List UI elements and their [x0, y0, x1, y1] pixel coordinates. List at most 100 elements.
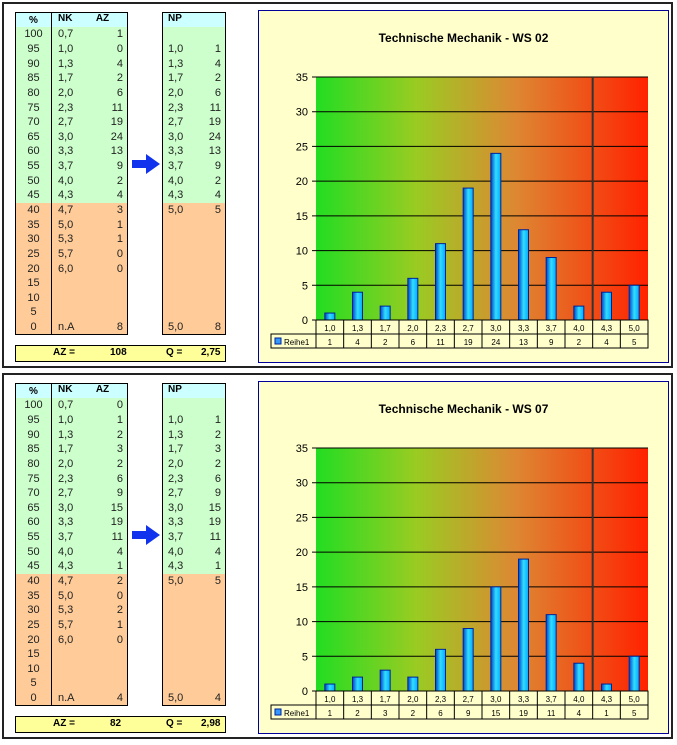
- x-tick-label: 3,3: [518, 324, 530, 333]
- legend-key: [274, 708, 282, 716]
- np-row: [163, 662, 225, 677]
- np-row: 1,3 2: [163, 427, 225, 442]
- np-count-cell: 15: [208, 501, 221, 514]
- np-count-cell: 24: [208, 130, 221, 143]
- bar: [628, 284, 640, 321]
- pct-cell: 40: [16, 202, 52, 218]
- header-az: AZ: [95, 384, 110, 395]
- np-count-cell: 1: [214, 560, 221, 573]
- bar: [573, 305, 585, 321]
- y-tick-label: 35: [296, 443, 308, 455]
- bar: [407, 676, 419, 692]
- x-tick-label: 2,3: [435, 324, 447, 333]
- y-tick-label: 20: [296, 547, 308, 559]
- np-grade-cell: 3,7: [168, 160, 184, 173]
- nk-cell: 5,7: [58, 247, 74, 260]
- pct-cell: 60: [16, 515, 52, 530]
- pct-cell: 0: [16, 319, 52, 335]
- x-tick-label: 2,3: [435, 695, 447, 704]
- pct-cell: 35: [16, 217, 52, 232]
- table-row: 55 3,7 11: [16, 529, 127, 545]
- np-count-cell: 4: [214, 57, 221, 70]
- np-grade-cell: 2,3: [168, 472, 184, 485]
- pct-cell: 25: [16, 617, 52, 633]
- pct-cell: 100: [16, 27, 52, 42]
- data-label: 15: [491, 709, 500, 718]
- np-row: 3,0 15: [163, 500, 225, 516]
- np-count-cell: 9: [214, 160, 221, 173]
- pct-cell: 45: [16, 188, 52, 203]
- y-tick-label: 0: [302, 315, 308, 327]
- nk-cell: 0,7: [58, 28, 74, 41]
- data-label: 11: [547, 709, 556, 718]
- arrow-icon: [130, 524, 162, 549]
- summary-az-label: AZ =: [53, 347, 75, 358]
- np-grade-cell: 2,3: [168, 101, 184, 114]
- y-tick-label: 10: [296, 246, 308, 258]
- data-label: 4: [577, 709, 582, 718]
- bar: [545, 614, 557, 692]
- az-cell: 24: [110, 130, 123, 143]
- pct-cell: 5: [16, 676, 52, 691]
- grade-table: % NK AZ 100 0,7 0 95 1,0 1 90 1,3 2 85 1,7 3 80 2,0 2 75 2,…: [15, 383, 128, 707]
- np-row: 1,3 4: [163, 56, 225, 71]
- az-cell: 4: [116, 57, 123, 70]
- np-row: [163, 305, 225, 320]
- pct-cell: 75: [16, 100, 52, 115]
- table-row: 70 2,7 9: [16, 485, 127, 501]
- bar: [435, 243, 446, 321]
- np-count-cell: 11: [209, 531, 221, 544]
- header-nk: NK: [58, 13, 73, 24]
- az-cell: 0: [116, 262, 123, 275]
- np-row: [163, 618, 225, 633]
- np-grade-cell: 4,3: [168, 189, 184, 202]
- table-row: 60 3,3 19: [16, 515, 127, 530]
- np-row: [163, 632, 225, 647]
- table-row: 65 3,0 15: [16, 500, 127, 516]
- pct-cell: 50: [16, 544, 52, 560]
- np-grade-cell: 2,7: [168, 487, 184, 500]
- nk-cell: 5,0: [58, 218, 74, 231]
- np-count-cell: 9: [214, 487, 221, 500]
- np-grade-cell: 4,0: [168, 174, 184, 187]
- az-cell: 1: [116, 233, 123, 246]
- az-cell: 2: [116, 428, 123, 441]
- table-row: 10: [16, 290, 127, 306]
- nk-cell: 3,3: [58, 145, 74, 158]
- table-row: 85 1,7 2: [16, 70, 127, 86]
- data-label: 5: [632, 338, 637, 347]
- np-row: 1,7 3: [163, 441, 225, 457]
- chart-title: Technische Mechanik - WS 02: [378, 31, 549, 45]
- az-cell: 2: [116, 575, 123, 587]
- np-row: [163, 261, 225, 276]
- np-grade-cell: 1,3: [168, 57, 184, 70]
- nk-cell: 4,0: [58, 174, 74, 187]
- table-row: 30 5,3 1: [16, 231, 127, 247]
- x-tick-label: 5,0: [629, 695, 641, 704]
- y-tick-label: 15: [296, 211, 308, 223]
- np-row: [163, 291, 225, 306]
- az-cell: 6: [116, 472, 123, 485]
- table-row: 5: [16, 305, 127, 320]
- nk-cell: 1,7: [58, 72, 74, 85]
- az-cell: 9: [116, 160, 123, 173]
- np-grade-cell: 1,7: [168, 72, 184, 85]
- nk-cell: 1,3: [58, 428, 74, 441]
- az-cell: 19: [110, 116, 123, 129]
- np-grade-cell: 3,3: [168, 516, 184, 529]
- np-row: [163, 276, 225, 291]
- np-row: 1,0 1: [163, 412, 225, 428]
- table-row: 55 3,7 9: [16, 158, 127, 174]
- nk-cell: 3,0: [58, 501, 74, 514]
- summary-az-label: AZ =: [53, 718, 75, 729]
- table-row: 85 1,7 3: [16, 441, 127, 457]
- y-tick-label: 25: [296, 512, 308, 524]
- table-row: 70 2,7 19: [16, 114, 127, 130]
- nk-cell: 4,7: [58, 204, 74, 216]
- x-tick-label: 1,3: [352, 324, 364, 333]
- np-row: 5,0 5: [163, 203, 225, 218]
- pct-cell: 80: [16, 85, 52, 101]
- data-label: 2: [355, 709, 360, 718]
- x-tick-label: 2,7: [463, 695, 475, 704]
- table-row: 15: [16, 646, 127, 662]
